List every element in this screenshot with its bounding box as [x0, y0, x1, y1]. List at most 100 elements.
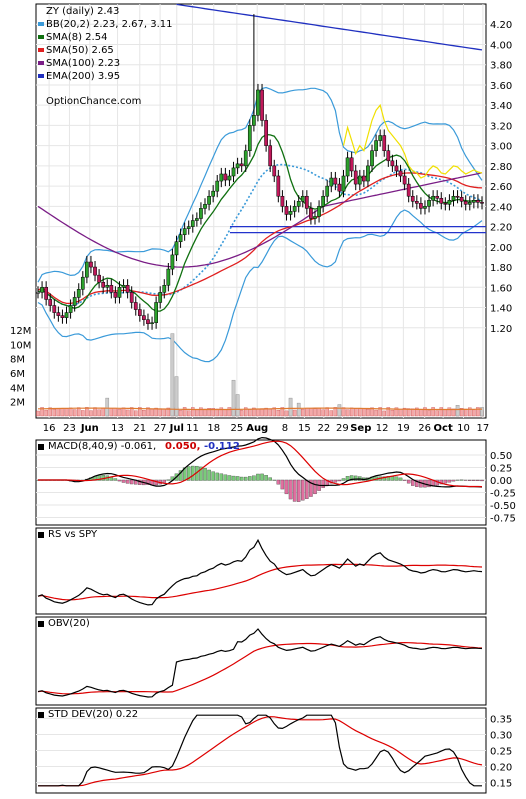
candle-body: [207, 195, 211, 205]
candle-body: [325, 185, 330, 197]
candle-body: [190, 220, 195, 227]
date-tick-label: 13: [111, 423, 124, 434]
candle-body: [48, 299, 53, 306]
macd-histogram-bar: [472, 479, 476, 481]
macd-histogram-bar: [455, 479, 460, 481]
candle-body: [341, 175, 346, 192]
candle-body: [105, 285, 110, 288]
macd-histogram-bar: [211, 471, 215, 481]
volume-bar: [415, 407, 419, 417]
volume-bar: [329, 410, 334, 417]
volume-bar: [48, 407, 52, 417]
candle-body: [52, 305, 57, 313]
volume-bar: [370, 407, 374, 417]
candle-body: [125, 285, 130, 293]
candle-body: [378, 135, 383, 141]
date-tick-label: 16: [43, 423, 56, 434]
macd-histogram-bar: [219, 473, 224, 481]
macd-histogram-bar: [260, 473, 264, 481]
candle-body: [142, 315, 146, 320]
price-tick-label: 1.40: [490, 304, 512, 315]
macd-histogram-bar: [235, 476, 240, 481]
macd-histogram-bar: [191, 465, 195, 481]
volume-bar: [142, 410, 146, 417]
volume-bar: [284, 410, 289, 417]
date-tick-label: 27: [154, 423, 167, 434]
candle-body: [56, 312, 61, 316]
price-tick-label: 3.20: [490, 121, 512, 132]
date-tick-label: 25: [231, 423, 244, 434]
std-panel: [38, 714, 483, 787]
candle-body: [113, 292, 118, 298]
bb-lower-line: [37, 209, 483, 363]
std-tick-label: 0.20: [490, 763, 512, 774]
macd-signal-line: [38, 440, 483, 488]
price-tick-label: 4.00: [490, 40, 512, 51]
macd-histogram-bar: [203, 468, 207, 481]
macd-histogram-bar: [178, 470, 183, 481]
candle-body: [158, 292, 163, 303]
panel-frame-obv: [35, 616, 487, 706]
panel-frame-rs: [35, 527, 487, 615]
candle-body: [410, 195, 415, 202]
candle-body: [129, 292, 134, 303]
candle-body: [459, 196, 464, 202]
volume-bar: [398, 409, 403, 417]
legend-swatch: [38, 35, 44, 39]
volume-bar: [101, 407, 105, 417]
macd-histogram-bar: [186, 466, 191, 481]
candle-body: [423, 206, 427, 209]
volume-bar: [317, 407, 321, 417]
date-tick-label: Oct: [434, 423, 453, 434]
macd-histogram-bar: [248, 476, 252, 481]
macd-histogram-bar: [276, 479, 281, 485]
price-tick-label: 2.40: [490, 202, 512, 213]
candle-body: [72, 297, 77, 306]
candle-body: [146, 319, 150, 324]
labels-layer: 1.20 1.40 1.60 1.80 2.00 2.20 2.40 2.60 2.80 3.00…: [10, 6, 516, 790]
candle-body: [382, 135, 387, 151]
volume-spike-bar: [231, 379, 236, 417]
macd-tick-label: 0.25: [490, 464, 512, 475]
candle-body: [276, 175, 281, 197]
price-tick-label: 3.00: [490, 142, 512, 153]
volume-bar: [468, 407, 472, 417]
candle-body: [89, 261, 93, 268]
macd-histogram-bar: [264, 475, 268, 481]
candle-body: [366, 165, 370, 182]
macd-histogram-bar: [333, 479, 338, 483]
price-tick-label: 1.60: [490, 283, 512, 294]
rs-title-swatch: [38, 532, 44, 538]
date-tick-label: 23: [63, 423, 76, 434]
candle-body: [215, 180, 220, 192]
volume-bar: [256, 408, 260, 417]
candle-body: [36, 292, 40, 294]
volume-bar: [223, 409, 228, 417]
sma8-line: [37, 133, 483, 312]
volume-bar: [276, 410, 281, 417]
macd-histogram-bar: [292, 479, 297, 502]
candle-body: [195, 218, 199, 221]
macd-histogram-bar: [239, 476, 244, 481]
candle-body: [239, 163, 244, 167]
volume-bar: [390, 409, 395, 417]
volume-bar: [239, 410, 244, 417]
macd-line: [38, 436, 483, 488]
volume-bar: [44, 409, 48, 417]
legend-label: SMA(100) 2.23: [46, 58, 120, 69]
volume-bar: [362, 408, 366, 417]
macd-title-swatch: [38, 444, 44, 450]
candle-body: [406, 183, 411, 197]
price-tick-label: 2.00: [490, 243, 512, 254]
macd-hist-label: -0.112: [204, 441, 240, 452]
rs-title: RS vs SPY: [48, 529, 98, 540]
volume-bar: [427, 410, 431, 417]
candle-body: [235, 163, 240, 169]
macd-histogram-bar: [162, 479, 167, 483]
volume-bar: [207, 408, 211, 417]
volume-bar: [374, 409, 378, 417]
candle-body: [117, 287, 122, 298]
macd-histogram-bar: [113, 478, 118, 481]
macd-tick-label: -0.75: [490, 514, 516, 525]
volume-bar: [134, 410, 138, 417]
